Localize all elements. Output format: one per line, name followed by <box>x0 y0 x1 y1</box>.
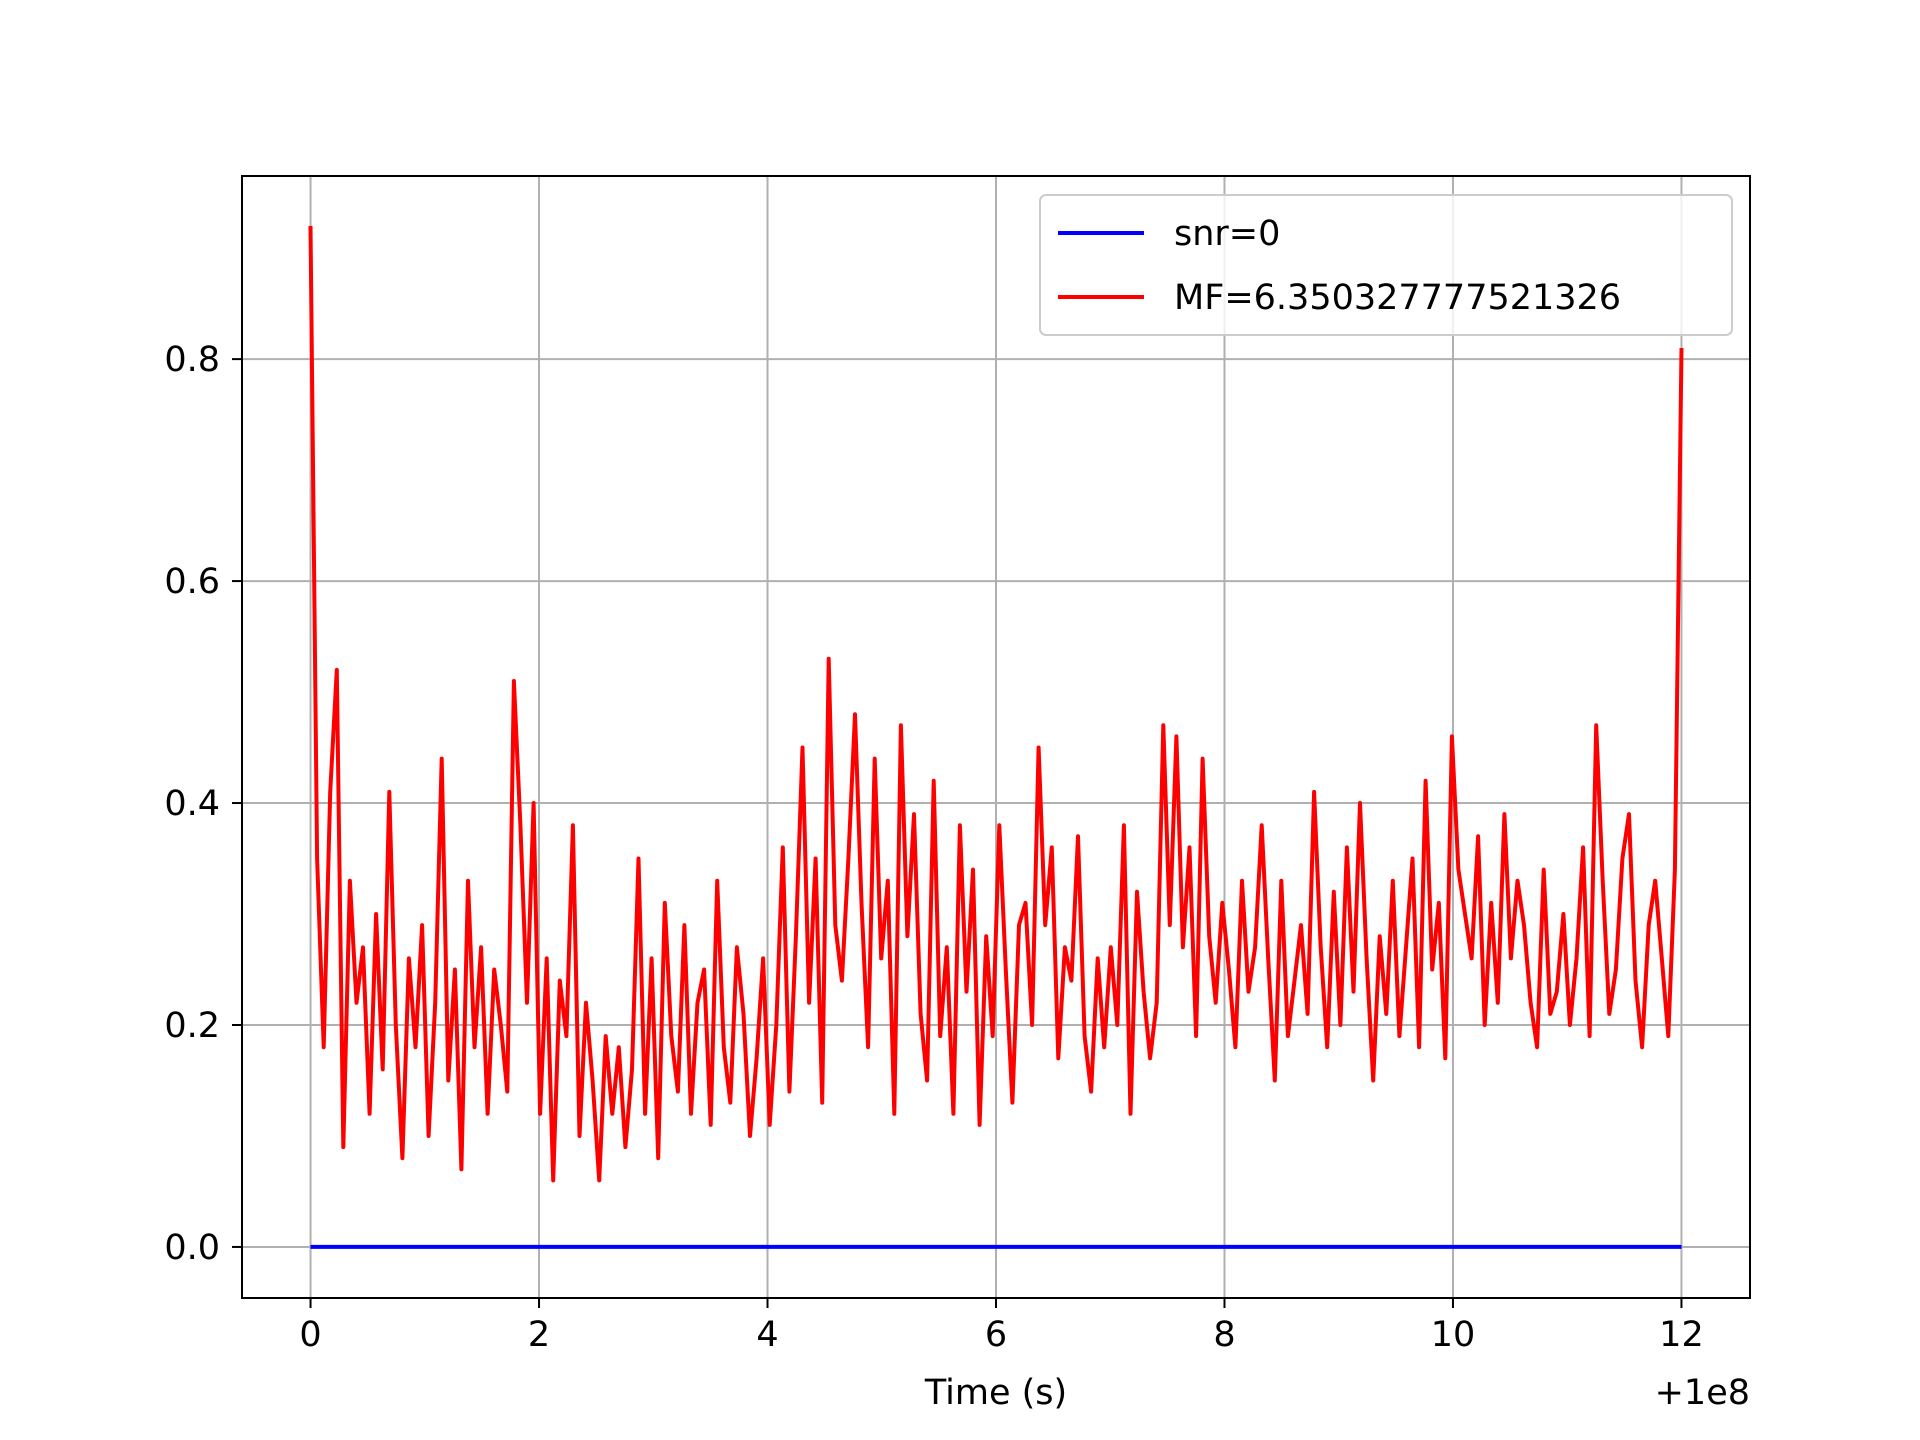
x-tick-label: 4 <box>756 1315 778 1355</box>
x-tick-label: 0 <box>299 1315 321 1355</box>
x-tick-label: 8 <box>1213 1315 1235 1355</box>
legend: snr=0 MF=6.350327777521326 <box>1039 194 1733 336</box>
x-axis-label: Time (s) <box>924 1373 1067 1413</box>
x-tick-label: 2 <box>528 1315 550 1355</box>
axis-ticks: 0 2 4 6 8 10 12 0.0 0.2 0.4 0.6 0.8 <box>164 340 1703 1355</box>
x-tick-label: 6 <box>985 1315 1007 1355</box>
legend-label-mf: MF=6.350327777521326 <box>1174 278 1621 318</box>
x-tick-label: 12 <box>1659 1315 1704 1355</box>
y-tick-label: 0.4 <box>164 784 220 824</box>
y-tick-label: 0.0 <box>164 1228 220 1268</box>
y-tick-label: 0.6 <box>164 562 220 602</box>
legend-box <box>1039 194 1733 336</box>
series-line-mf <box>308 225 1684 1183</box>
x-axis-offset-label: +1e8 <box>1655 1373 1750 1413</box>
grid-lines <box>242 176 1750 1298</box>
x-tick-label: 10 <box>1431 1315 1476 1355</box>
legend-label-snr: snr=0 <box>1174 214 1280 254</box>
plot-area <box>308 225 1684 1249</box>
y-tick-label: 0.8 <box>164 340 220 380</box>
y-tick-label: 0.2 <box>164 1006 220 1046</box>
